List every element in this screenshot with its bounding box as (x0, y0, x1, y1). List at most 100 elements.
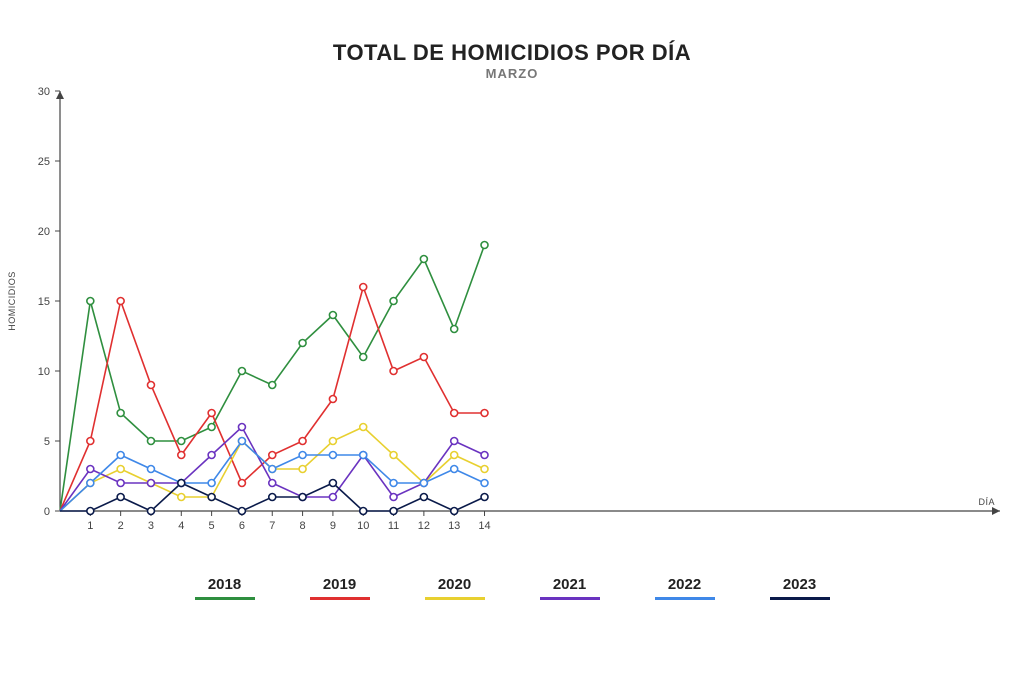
series-marker-2023 (481, 494, 488, 501)
series-marker-2018 (451, 326, 458, 333)
series-marker-2018 (420, 256, 427, 263)
series-marker-2019 (390, 368, 397, 375)
x-tick-label: 7 (269, 520, 275, 532)
x-tick-label: 6 (239, 520, 245, 532)
legend-swatch (655, 597, 715, 600)
legend-item-2022: 2022 (655, 576, 715, 600)
x-tick-label: 14 (478, 520, 490, 532)
series-marker-2020 (117, 466, 124, 473)
legend-label: 2021 (540, 576, 600, 593)
x-axis-label: DÍA (978, 497, 995, 507)
series-marker-2019 (117, 298, 124, 305)
series-marker-2023 (420, 494, 427, 501)
series-marker-2019 (481, 410, 488, 417)
x-tick-label: 13 (448, 520, 460, 532)
series-marker-2021 (451, 438, 458, 445)
series-marker-2018 (208, 424, 215, 431)
series-marker-2019 (451, 410, 458, 417)
series-marker-2022 (299, 452, 306, 459)
y-tick-label: 0 (44, 506, 50, 518)
x-axis-arrow (992, 507, 1000, 515)
legend-swatch (770, 597, 830, 600)
series-marker-2019 (238, 480, 245, 487)
legend-label: 2018 (195, 576, 255, 593)
series-marker-2022 (451, 466, 458, 473)
series-marker-2021 (390, 494, 397, 501)
series-marker-2021 (117, 480, 124, 487)
series-marker-2019 (208, 410, 215, 417)
series-marker-2018 (299, 340, 306, 347)
y-tick-label: 5 (44, 436, 50, 448)
series-marker-2018 (87, 298, 94, 305)
series-marker-2023 (208, 494, 215, 501)
series-marker-2019 (299, 438, 306, 445)
x-tick-label: 5 (209, 520, 215, 532)
legend-label: 2023 (770, 576, 830, 593)
series-marker-2021 (238, 424, 245, 431)
legend-swatch (425, 597, 485, 600)
series-marker-2022 (147, 466, 154, 473)
legend-swatch (540, 597, 600, 600)
series-marker-2018 (269, 382, 276, 389)
series-marker-2021 (208, 452, 215, 459)
series-marker-2022 (390, 480, 397, 487)
series-marker-2022 (360, 452, 367, 459)
series-marker-2018 (117, 410, 124, 417)
x-tick-label: 1 (87, 520, 93, 532)
y-tick-label: 30 (38, 86, 50, 98)
chart-plot: 0510152025301234567891011121314HOMICIDIO… (0, 81, 1024, 561)
y-axis-arrow (56, 91, 64, 99)
series-marker-2020 (178, 494, 185, 501)
series-marker-2020 (329, 438, 336, 445)
x-tick-label: 4 (178, 520, 184, 532)
x-tick-label: 11 (388, 520, 399, 532)
series-marker-2021 (269, 480, 276, 487)
x-tick-label: 9 (330, 520, 336, 532)
series-marker-2022 (208, 480, 215, 487)
series-marker-2018 (178, 438, 185, 445)
series-marker-2022 (481, 480, 488, 487)
series-marker-2023 (87, 508, 94, 515)
y-axis-label: HOMICIDIOS (7, 271, 17, 331)
y-tick-label: 15 (38, 296, 50, 308)
series-marker-2021 (481, 452, 488, 459)
legend-item-2020: 2020 (425, 576, 485, 600)
x-tick-label: 8 (300, 520, 306, 532)
series-marker-2018 (238, 368, 245, 375)
series-marker-2022 (329, 452, 336, 459)
series-marker-2018 (329, 312, 336, 319)
series-marker-2023 (238, 508, 245, 515)
chart-container: TOTAL DE HOMICIDIOS POR DÍA MARZO 051015… (0, 0, 1024, 690)
y-tick-label: 20 (38, 226, 50, 238)
series-marker-2020 (481, 466, 488, 473)
series-marker-2023 (269, 494, 276, 501)
series-marker-2022 (87, 480, 94, 487)
x-tick-label: 3 (148, 520, 154, 532)
series-marker-2018 (360, 354, 367, 361)
legend-swatch (310, 597, 370, 600)
series-marker-2023 (299, 494, 306, 501)
series-marker-2019 (360, 284, 367, 291)
series-marker-2019 (87, 438, 94, 445)
series-marker-2023 (117, 494, 124, 501)
y-tick-label: 10 (38, 366, 50, 378)
series-marker-2020 (451, 452, 458, 459)
series-marker-2020 (390, 452, 397, 459)
series-marker-2023 (360, 508, 367, 515)
chart-title: TOTAL DE HOMICIDIOS POR DÍA (0, 40, 1024, 66)
series-marker-2020 (299, 466, 306, 473)
series-marker-2019 (147, 382, 154, 389)
series-marker-2019 (269, 452, 276, 459)
series-marker-2022 (269, 466, 276, 473)
series-marker-2020 (360, 424, 367, 431)
series-marker-2023 (329, 480, 336, 487)
series-marker-2022 (238, 438, 245, 445)
legend-label: 2019 (310, 576, 370, 593)
legend-swatch (195, 597, 255, 600)
legend-label: 2020 (425, 576, 485, 593)
chart-subtitle: MARZO (0, 66, 1024, 81)
series-line-2019 (60, 287, 485, 511)
legend-item-2023: 2023 (770, 576, 830, 600)
series-marker-2023 (178, 480, 185, 487)
series-marker-2022 (420, 480, 427, 487)
